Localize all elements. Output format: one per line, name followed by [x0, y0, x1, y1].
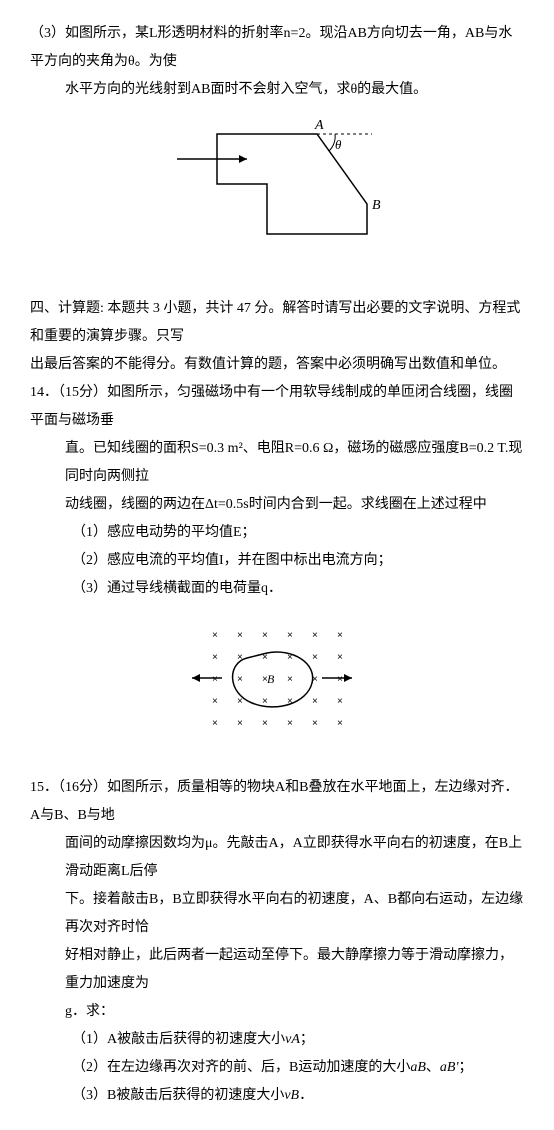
svg-text:×: ×	[312, 630, 318, 641]
q15-line4: 好相对静止，此后两者一起运动至停下。最大静摩擦力等于滑动摩擦力，重力加速度为	[30, 942, 524, 998]
svg-text:×: ×	[262, 630, 268, 641]
q15-sub2-sep: 、	[426, 1060, 440, 1075]
q14-sub3: （3）通过导线横截面的电荷量q．	[30, 575, 524, 603]
svg-text:×: ×	[237, 674, 243, 685]
svg-text:×: ×	[312, 652, 318, 663]
q14-line3: 动线圈，线圈的两边在Δt=0.5s时间内合到一起。求线圈在上述过程中	[30, 491, 524, 519]
q15-sub1-end: ；	[300, 1032, 314, 1047]
svg-text:×: ×	[312, 696, 318, 707]
label-B: B	[372, 198, 381, 213]
svg-text:×: ×	[287, 630, 293, 641]
svg-text:×: ×	[212, 718, 218, 729]
label-A: A	[314, 118, 324, 133]
q15-sub3: （3）B被敲击后获得的初速度大小vB．	[30, 1082, 524, 1110]
q15-sub1-vA: vA	[285, 1032, 300, 1047]
section4-title-2: 出最后答案的不能得分。有数值计算的题，答案中必须明确写出数值和单位。	[30, 351, 524, 379]
q13-3-line1: （3）如图所示，某L形透明材料的折射率n=2。现沿AB方向切去一角，AB与水平方…	[30, 20, 524, 76]
label-loop-B: B	[267, 672, 275, 686]
q15-sub3-end: ．	[299, 1088, 313, 1103]
q15-sub1-text: （1）A被敲击后获得的初速度大小	[72, 1032, 285, 1047]
q15-line1: 15．（16分）如图所示，质量相等的物块A和B叠放在水平地面上，左边缘对齐．A与…	[30, 774, 524, 830]
section4-title-1: 四、计算题: 本题共 3 小题，共计 47 分。解答时请写出必要的文字说明、方程…	[30, 295, 524, 351]
label-theta: θ	[335, 137, 342, 152]
svg-text:×: ×	[237, 630, 243, 641]
q15-line5: g．求：	[30, 998, 524, 1026]
svg-text:×: ×	[212, 630, 218, 641]
q15-line2: 面间的动摩擦因数均为μ。先敲击A，A立即获得水平向右的初速度，在B上滑动距离L后…	[30, 830, 524, 886]
q15-sub3-vB: vB	[284, 1088, 299, 1103]
q15-line3: 下。接着敲击B，B立即获得水平向右的初速度，A、B都向右运动，左边缘再次对齐时恰	[30, 886, 524, 942]
q14-sub2: （2）感应电流的平均值I，并在图中标出电流方向；	[30, 547, 524, 575]
svg-text:×: ×	[212, 652, 218, 663]
svg-text:×: ×	[337, 674, 343, 685]
q15-sub3-text: （3）B被敲击后获得的初速度大小	[72, 1088, 284, 1103]
svg-text:×: ×	[212, 696, 218, 707]
q13-3-figure: A B θ	[30, 114, 524, 275]
svg-text:×: ×	[337, 652, 343, 663]
q15-sub2-aBp: aB'	[440, 1060, 459, 1075]
svg-text:×: ×	[212, 674, 218, 685]
q15-sub1: （1）A被敲击后获得的初速度大小vA；	[30, 1026, 524, 1054]
q14-line2: 直。已知线圈的面积S=0.3 m²、电阻R=0.6 Ω，磁场的磁感应强度B=0.…	[30, 435, 524, 491]
q15-sub2: （2）在左边缘再次对齐的前、后，B运动加速度的大小aB、aB'；	[30, 1054, 524, 1082]
svg-text:×: ×	[262, 696, 268, 707]
svg-text:×: ×	[337, 696, 343, 707]
svg-text:×: ×	[337, 630, 343, 641]
q15-sub2-end: ；	[458, 1060, 472, 1075]
q14-line1: 14．（15分）如图所示，匀强磁场中有一个用软导线制成的单匝闭合线圈，线圈平面与…	[30, 379, 524, 435]
q13-3-line2: 水平方向的光线射到AB面时不会射入空气，求θ的最大值。	[30, 76, 524, 104]
q14-sub1: （1）感应电动势的平均值E；	[30, 519, 524, 547]
q15-sub2-text: （2）在左边缘再次对齐的前、后，B运动加速度的大小	[72, 1060, 410, 1075]
svg-text:×: ×	[337, 718, 343, 729]
q14-figure: ×××××××××××××××××××××××××××××× B	[30, 613, 524, 754]
svg-text:×: ×	[262, 718, 268, 729]
q15-sub2-aB: aB	[410, 1060, 426, 1075]
svg-text:×: ×	[312, 718, 318, 729]
svg-text:×: ×	[287, 718, 293, 729]
svg-text:×: ×	[237, 718, 243, 729]
svg-text:×: ×	[287, 674, 293, 685]
